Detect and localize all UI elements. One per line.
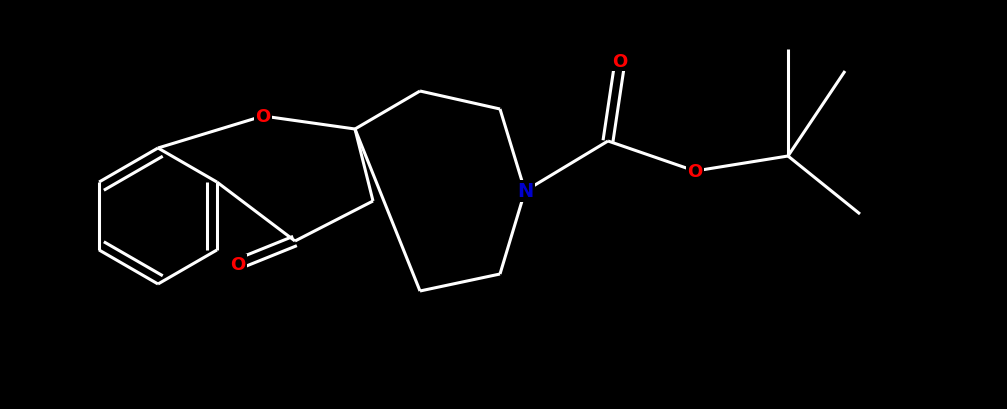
Text: O: O	[688, 163, 703, 180]
Text: O: O	[231, 255, 246, 273]
Text: O: O	[612, 53, 627, 71]
Text: O: O	[256, 108, 271, 126]
Text: N: N	[517, 182, 533, 201]
